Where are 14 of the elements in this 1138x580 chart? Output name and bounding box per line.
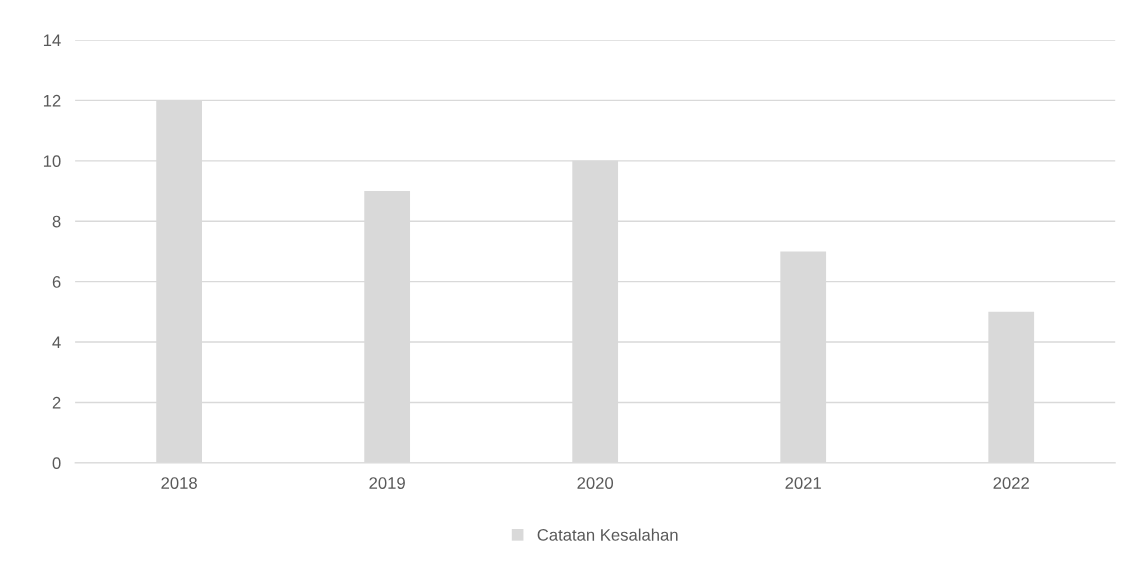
y-tick-label: 14	[43, 34, 61, 47]
y-tick-label: 0	[52, 457, 61, 470]
legend-label: Catatan Kesalahan	[537, 528, 678, 541]
y-tick-label: 8	[52, 215, 61, 228]
x-tick-label: 2018	[161, 477, 197, 489]
y-tick-label: 6	[52, 276, 61, 288]
y-tick-label: 2	[52, 396, 61, 409]
x-tick-label: 2019	[369, 477, 405, 489]
x-tick-label: 2022	[993, 477, 1029, 489]
y-tick-label: 12	[43, 94, 61, 107]
x-tick-label: 2021	[785, 477, 821, 489]
y-tick-label: 10	[43, 155, 61, 168]
x-tick-label: 2020	[577, 477, 614, 489]
y-tick-label: 4	[52, 336, 61, 349]
